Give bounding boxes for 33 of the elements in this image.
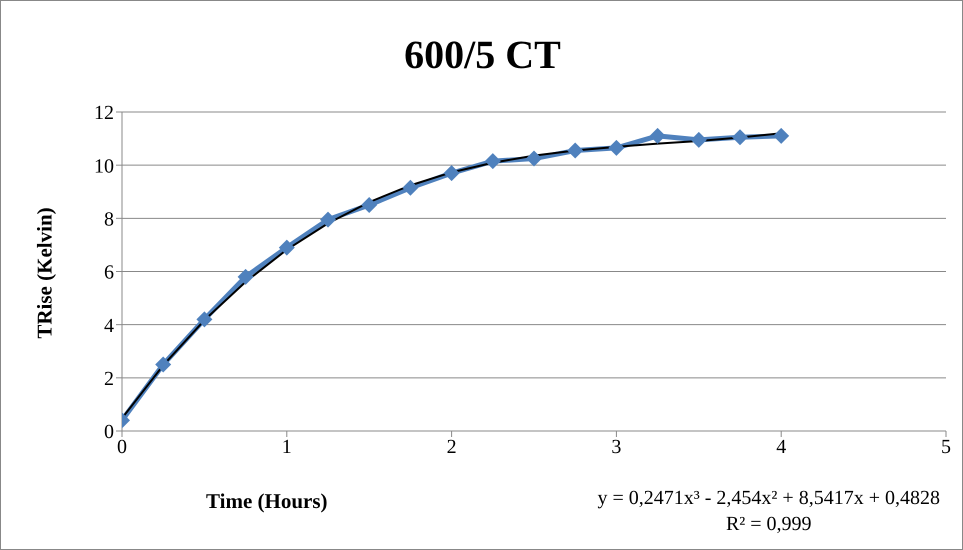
point	[690, 132, 707, 148]
y-tick-label: 4	[104, 314, 114, 337]
chart-title: 600/5 CT	[403, 31, 562, 78]
y-tick-label: 10	[94, 155, 114, 178]
point	[526, 150, 542, 167]
point	[320, 212, 336, 228]
y-tick-label: 2	[104, 368, 114, 390]
point	[650, 128, 666, 144]
point	[444, 165, 460, 182]
point	[196, 311, 212, 328]
point	[484, 153, 501, 170]
point	[402, 180, 418, 196]
point	[361, 197, 378, 214]
text: R² = 0,999	[724, 512, 813, 537]
point	[238, 268, 254, 285]
x-tick-label: 4	[776, 436, 786, 458]
point	[278, 240, 295, 256]
y-tick-label: 8	[104, 208, 114, 230]
point	[732, 129, 748, 146]
text: y = 0,2471x³ - 2,454x² + 8,5417x + 0,4828	[598, 486, 940, 511]
y-tick-label: 12	[94, 102, 114, 124]
point	[155, 356, 172, 373]
x-axis-title: Time (Hours)	[206, 489, 328, 514]
y-tick-label: 6	[104, 262, 114, 284]
y-tick-label: 0	[104, 421, 114, 444]
point	[608, 140, 624, 156]
point	[567, 142, 584, 159]
x-tick-label: 1	[282, 436, 292, 458]
y-axis-title: TRise (Kelvin)	[32, 207, 58, 339]
x-tick-label: 3	[611, 436, 622, 458]
x-tick-label: 5	[941, 436, 951, 458]
point	[773, 128, 790, 144]
x-tick-label: 2	[446, 436, 457, 458]
